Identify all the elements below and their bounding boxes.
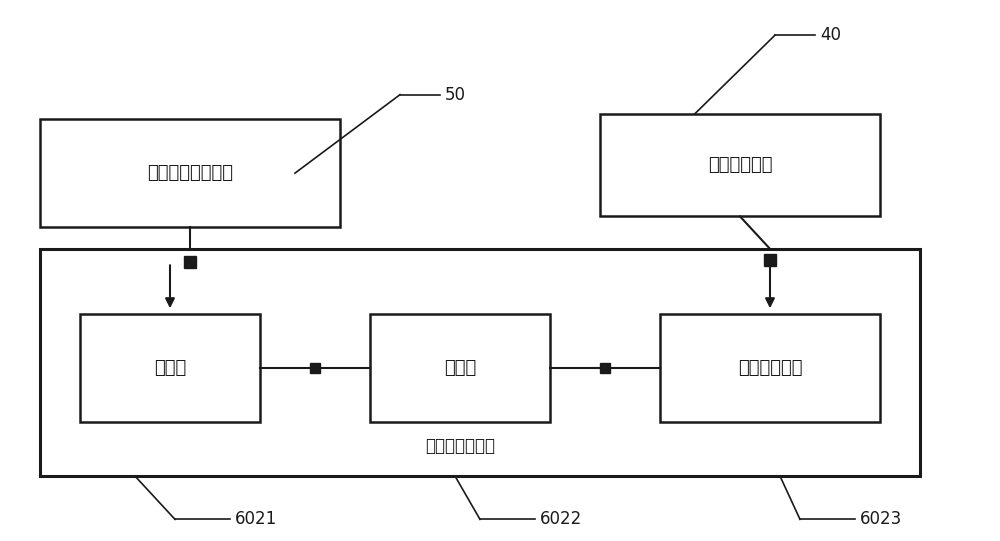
- Text: 50: 50: [445, 85, 466, 104]
- Text: 持续调优控制模块: 持续调优控制模块: [147, 164, 233, 182]
- Text: 执行器: 执行器: [154, 359, 186, 377]
- Bar: [40, 119, 340, 227]
- Bar: [370, 314, 550, 422]
- Text: 电参数采集器: 电参数采集器: [738, 359, 802, 377]
- Text: 6021: 6021: [235, 510, 277, 529]
- Text: 40: 40: [820, 26, 841, 44]
- Text: 6023: 6023: [860, 510, 902, 529]
- Bar: [600, 114, 880, 216]
- Bar: [660, 314, 880, 422]
- Bar: [80, 314, 260, 422]
- Text: 动态模拟模块: 动态模拟模块: [708, 156, 772, 174]
- Bar: [40, 249, 920, 476]
- Text: 冷温泵: 冷温泵: [444, 359, 476, 377]
- Text: 6022: 6022: [540, 510, 582, 529]
- Text: 冷温水控制单元: 冷温水控制单元: [425, 437, 495, 456]
